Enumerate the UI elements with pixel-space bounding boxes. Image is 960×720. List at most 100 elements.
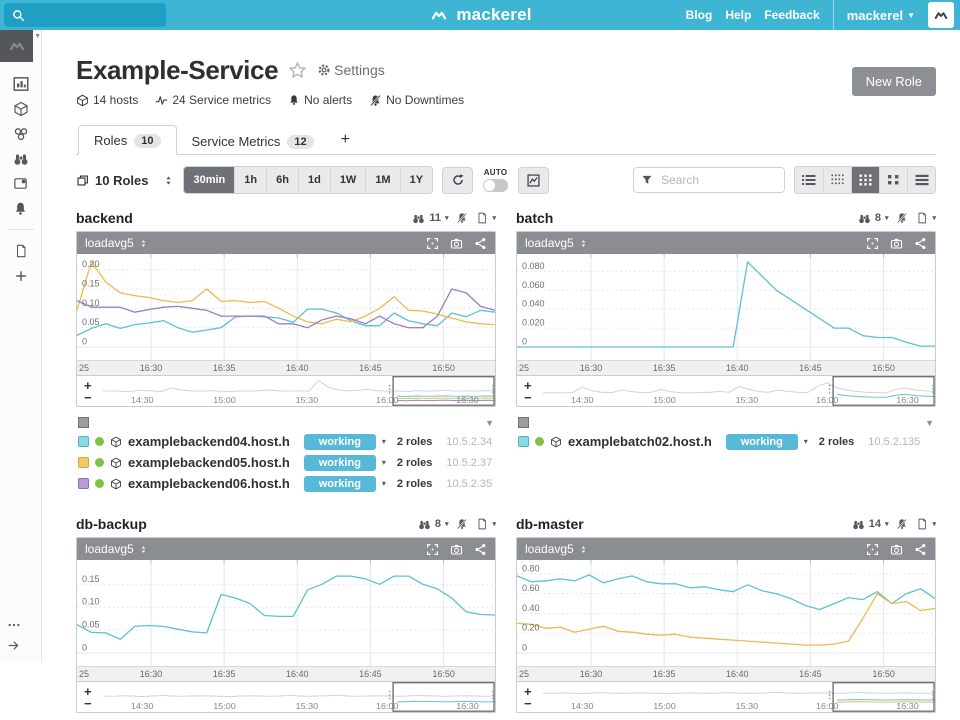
chevron-down-icon[interactable]: ▾ (381, 458, 386, 467)
time-range-1M[interactable]: 1M (365, 167, 400, 193)
downtime-icon[interactable] (896, 212, 908, 224)
nav-link-feedback[interactable]: Feedback (764, 8, 820, 22)
memo-icon[interactable] (916, 212, 928, 224)
sidebar-item-alerts[interactable] (0, 196, 41, 221)
chevron-down-icon[interactable]: ▾ (492, 521, 496, 528)
chevron-down-icon[interactable]: ▾ (932, 521, 936, 528)
chevron-down-icon[interactable]: ▾ (444, 215, 449, 222)
select-all-swatch[interactable] (518, 417, 529, 428)
role-name[interactable]: db-backup (76, 516, 147, 532)
chart-brush[interactable]: + − 14:30 15:00 15:30 16:00 16:30 (77, 681, 495, 712)
sidebar-item-channels[interactable] (0, 171, 41, 196)
time-range-30min[interactable]: 30min (184, 167, 235, 193)
zoom-in-button[interactable]: + (524, 683, 532, 699)
org-menu[interactable]: mackerel ▼ (847, 8, 915, 23)
sidebar-collapse-button[interactable] (0, 639, 41, 652)
sidebar-item-create[interactable] (0, 263, 41, 288)
time-range-1d[interactable]: 1d (297, 167, 330, 193)
share-icon[interactable] (914, 237, 927, 250)
expand-icon[interactable] (426, 237, 439, 250)
tab-service-metrics[interactable]: Service Metrics 12 (177, 127, 329, 155)
series-color-swatch[interactable] (518, 436, 529, 447)
host-status-badge[interactable]: working (303, 454, 376, 471)
host-roles[interactable]: 2 roles (818, 435, 855, 448)
time-range-6h[interactable]: 6h (266, 167, 298, 193)
host-name[interactable]: examplebackend05.host.h (128, 455, 290, 470)
view-grid-medium-button[interactable] (851, 167, 879, 193)
chevron-down-icon[interactable]: ▼ (34, 33, 41, 40)
memo-icon[interactable] (476, 518, 488, 530)
host-status-badge[interactable]: working (303, 433, 376, 450)
role-search-input[interactable] (659, 172, 777, 188)
chart-plot[interactable]: 0 0.020 0.040 0.060 0.080 (517, 254, 935, 360)
zoom-out-button[interactable]: − (524, 389, 532, 405)
brush-overview[interactable]: 14:30 15:00 15:30 16:00 16:30 (543, 376, 935, 406)
host-name[interactable]: examplebackend06.host.h (128, 476, 290, 491)
metric-select[interactable]: loadavg5 (525, 542, 574, 556)
series-color-swatch[interactable] (78, 457, 89, 468)
view-grid-large-button[interactable] (879, 167, 907, 193)
tab-add[interactable]: + (340, 131, 350, 148)
sidebar-item-hosts[interactable] (0, 96, 41, 121)
view-grid-small-button[interactable] (823, 167, 851, 193)
new-role-button[interactable]: New Role (851, 67, 936, 96)
view-list-compact-button[interactable] (795, 167, 823, 193)
series-color-swatch[interactable] (78, 478, 89, 489)
host-roles[interactable]: 2 roles (396, 435, 433, 448)
fix-axis-button[interactable] (518, 166, 550, 194)
sidebar-item-dashboards[interactable] (0, 71, 41, 96)
chart-brush[interactable]: + − 14:30 15:00 15:30 16:00 16:30 (517, 375, 935, 406)
expand-icon[interactable] (866, 237, 879, 250)
sidebar-item-monitors[interactable] (0, 146, 41, 171)
host-status-badge[interactable]: working (725, 433, 798, 450)
chart-plot[interactable]: 0 0.05 0.10 0.15 0.20 (77, 254, 495, 360)
downtime-icon[interactable] (896, 518, 908, 530)
sidebar-org-logo[interactable] (0, 30, 34, 62)
downtime-icon[interactable] (456, 518, 468, 530)
sidebar-more-button[interactable] (0, 618, 41, 632)
view-rows-button[interactable] (907, 167, 935, 193)
zoom-in-button[interactable]: + (84, 683, 92, 699)
expand-icon[interactable] (426, 543, 439, 556)
camera-icon[interactable] (450, 237, 463, 250)
metric-select[interactable]: loadavg5 (85, 542, 134, 556)
collapse-hosts-icon[interactable]: ▼ (925, 417, 934, 428)
role-name[interactable]: batch (516, 210, 554, 226)
camera-icon[interactable] (890, 237, 903, 250)
org-avatar[interactable] (928, 2, 954, 28)
time-range-1Y[interactable]: 1Y (399, 167, 433, 193)
zoom-in-button[interactable]: + (524, 377, 532, 393)
chevron-down-icon[interactable]: ▾ (444, 521, 449, 528)
chart-brush[interactable]: + − 14:30 15:00 15:30 16:00 16:30 (517, 681, 935, 712)
chevron-down-icon[interactable]: ▾ (492, 215, 496, 222)
zoom-out-button[interactable]: − (524, 695, 532, 711)
select-all-swatch[interactable] (78, 417, 89, 428)
chart-plot[interactable]: 0 0.05 0.10 0.15 (77, 560, 495, 666)
collapse-hosts-icon[interactable]: ▼ (485, 417, 494, 428)
series-color-swatch[interactable] (78, 436, 89, 447)
zoom-in-button[interactable]: + (84, 377, 92, 393)
downtime-icon[interactable] (456, 212, 468, 224)
host-status-badge[interactable]: working (303, 475, 376, 492)
sidebar-item-docs[interactable] (0, 238, 41, 263)
roles-count-dropdown[interactable]: 10 Roles (76, 173, 148, 188)
camera-icon[interactable] (450, 543, 463, 556)
time-range-1W[interactable]: 1W (329, 167, 366, 193)
auto-refresh-toggle[interactable] (483, 179, 509, 192)
role-name[interactable]: db-master (516, 516, 584, 532)
share-icon[interactable] (474, 543, 487, 556)
refresh-button[interactable] (442, 166, 474, 194)
global-search[interactable] (4, 3, 166, 27)
zoom-out-button[interactable]: − (84, 695, 92, 711)
chevron-down-icon[interactable]: ▾ (803, 437, 808, 446)
brush-overview[interactable]: 14:30 15:00 15:30 16:00 16:30 (103, 682, 495, 712)
chevron-down-icon[interactable]: ▾ (884, 215, 889, 222)
share-icon[interactable] (474, 237, 487, 250)
role-name[interactable]: backend (76, 210, 133, 226)
expand-icon[interactable] (866, 543, 879, 556)
chart-brush[interactable]: + − 14:30 15:00 15:30 16:00 16:30 (77, 375, 495, 406)
sidebar-item-services[interactable] (0, 121, 41, 146)
share-icon[interactable] (914, 543, 927, 556)
metric-select[interactable]: loadavg5 (525, 236, 574, 250)
nav-link-blog[interactable]: Blog (685, 8, 713, 22)
